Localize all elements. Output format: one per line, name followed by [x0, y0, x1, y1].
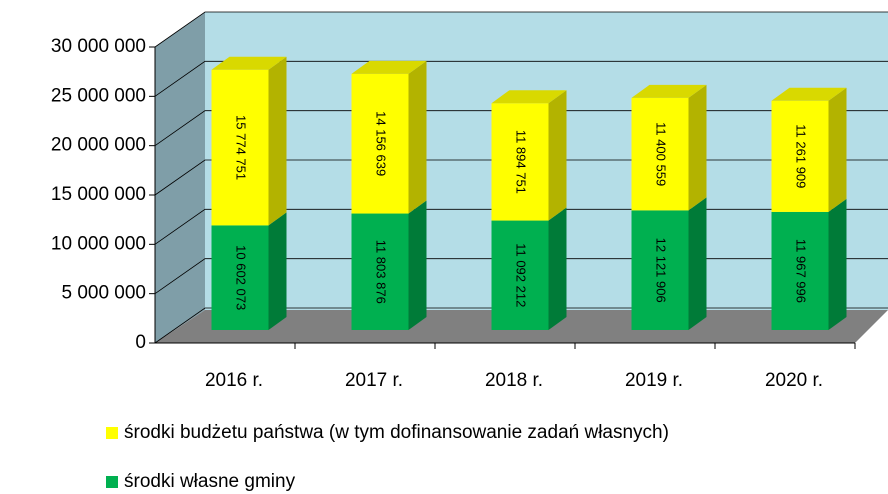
value-label: 11 092 212 — [514, 243, 529, 307]
bar-top — [771, 87, 847, 101]
value-label: 11 803 876 — [374, 240, 389, 304]
bar-side — [408, 200, 427, 330]
y-tick-label: 30 000 000 — [51, 36, 146, 57]
value-label: 11 967 996 — [794, 239, 809, 303]
bar-segment — [771, 100, 829, 212]
bar-segment — [211, 69, 269, 226]
bar-segment — [491, 103, 549, 221]
bar-segment — [491, 220, 549, 330]
bar-segment — [771, 211, 829, 330]
x-tick-label: 2016 r. — [205, 370, 263, 391]
y-tick-label: 15 000 000 — [51, 184, 146, 205]
bar-side — [688, 84, 707, 211]
value-label: 14 156 639 — [374, 111, 389, 176]
bar-side — [548, 90, 567, 221]
grid-line — [154, 11, 888, 48]
value-label: 11 400 559 — [654, 122, 669, 186]
value-label: 11 261 909 — [794, 124, 809, 188]
bar-top — [211, 56, 287, 70]
legend-swatch — [106, 427, 118, 439]
y-tick-label: 5 000 000 — [61, 283, 146, 304]
bar-segment — [351, 213, 409, 330]
value-label: 12 121 906 — [654, 238, 669, 303]
x-tick-label: 2019 r. — [625, 370, 683, 391]
bar-side — [828, 198, 847, 330]
bar-side — [268, 212, 287, 330]
y-tick-label: 0 — [135, 332, 146, 353]
x-tick-label: 2017 r. — [345, 370, 403, 391]
bar-top — [491, 90, 567, 104]
bar-segment — [211, 225, 269, 330]
legend-label: środki własne gminy — [124, 471, 296, 492]
bar-side — [268, 56, 287, 226]
bar-segment — [631, 210, 689, 330]
y-tick-label: 10 000 000 — [51, 233, 146, 254]
y-tick-label: 20 000 000 — [51, 135, 146, 156]
x-tick-label: 2020 r. — [765, 370, 823, 391]
value-label: 11 894 751 — [514, 130, 529, 194]
bar-side — [688, 197, 707, 330]
bar-segment — [351, 73, 409, 214]
legend-swatch — [106, 476, 118, 488]
grid-line — [154, 60, 888, 97]
bar-segment — [631, 97, 689, 211]
bar-top — [631, 84, 707, 98]
bar-top — [351, 60, 427, 74]
bar-side — [548, 207, 567, 330]
legend-label: środki budżetu państwa (w tym dofinansow… — [124, 422, 669, 443]
value-label: 10 602 073 — [234, 245, 249, 310]
y-tick-label: 25 000 000 — [51, 85, 146, 106]
x-tick-label: 2018 r. — [485, 370, 543, 391]
bar-side — [828, 87, 847, 212]
bar-side — [408, 60, 427, 214]
value-label: 15 774 751 — [234, 115, 249, 180]
